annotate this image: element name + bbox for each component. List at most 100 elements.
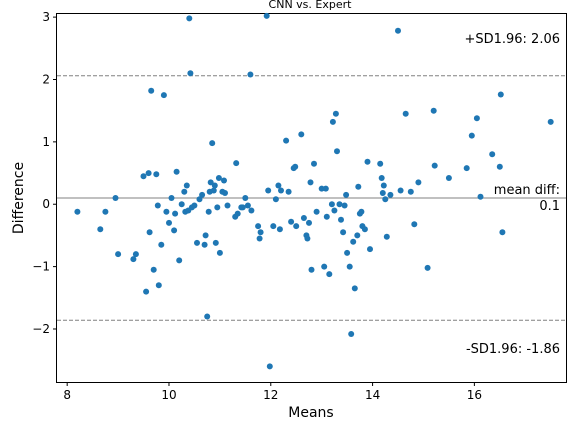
data-point — [171, 227, 178, 234]
data-point — [379, 190, 386, 196]
data-point — [430, 107, 437, 114]
data-point — [285, 188, 292, 195]
data-point — [307, 179, 314, 186]
data-point — [173, 168, 180, 175]
data-point — [221, 177, 227, 184]
x-axis-label: Means — [288, 405, 333, 421]
data-point — [172, 210, 179, 217]
x-tick-label: 14 — [365, 388, 380, 402]
data-point — [321, 263, 328, 270]
data-point — [354, 232, 361, 239]
data-point — [163, 208, 170, 215]
data-point — [212, 239, 219, 246]
mean-diff-value: 0.1 — [539, 199, 560, 214]
y-tick-label: 0 — [42, 197, 50, 211]
data-point — [255, 223, 262, 230]
data-point — [328, 201, 335, 208]
data-point — [194, 239, 200, 246]
data-point — [331, 207, 338, 214]
data-point — [288, 218, 295, 225]
data-point — [247, 71, 254, 78]
data-point — [186, 15, 193, 22]
data-point — [270, 223, 277, 230]
data-point — [146, 229, 153, 236]
mean-diff-label: mean diff: — [494, 183, 560, 198]
data-point — [308, 266, 315, 273]
data-point — [209, 140, 216, 147]
data-point — [322, 185, 329, 192]
data-point — [275, 182, 282, 189]
data-point — [358, 208, 365, 215]
data-point — [196, 196, 203, 203]
data-point — [355, 183, 362, 190]
data-point — [278, 187, 284, 194]
data-point — [130, 256, 137, 263]
data-point — [140, 173, 147, 180]
chart-title: CNN vs. Expert — [269, 0, 353, 11]
data-point — [547, 118, 554, 125]
data-point — [207, 179, 214, 186]
data-point — [112, 195, 119, 201]
x-ticks: 8 10 12 14 16 — [63, 382, 482, 402]
data-point — [168, 195, 175, 201]
y-ticks: −2 −1 0 1 2 3 — [32, 10, 57, 336]
data-point — [382, 196, 389, 203]
y-tick-label: 1 — [42, 135, 50, 149]
data-point — [346, 263, 353, 270]
data-point — [311, 160, 317, 167]
data-point — [431, 162, 438, 169]
data-point — [215, 175, 222, 181]
data-point — [477, 193, 484, 200]
data-point — [239, 204, 246, 211]
data-point — [348, 331, 355, 337]
data-point — [143, 288, 150, 295]
data-point — [97, 226, 104, 233]
data-point — [300, 215, 307, 221]
data-point — [145, 170, 152, 177]
data-point — [473, 115, 480, 122]
reference-lines — [57, 75, 566, 321]
data-point — [411, 221, 418, 228]
data-point — [402, 110, 409, 117]
data-point — [153, 171, 160, 178]
data-point — [234, 210, 241, 217]
data-point — [272, 196, 279, 203]
data-point — [378, 175, 385, 181]
data-point — [350, 238, 357, 245]
data-point — [265, 187, 272, 194]
data-point — [298, 131, 305, 138]
data-point — [293, 223, 300, 230]
data-point — [211, 182, 218, 189]
data-point — [266, 363, 273, 370]
data-point — [468, 132, 475, 139]
data-point — [176, 257, 183, 264]
x-tick-label: 8 — [63, 388, 71, 402]
data-point — [387, 191, 394, 198]
data-point — [205, 208, 212, 215]
x-tick-label: 16 — [467, 388, 482, 402]
data-point — [166, 219, 172, 226]
data-point — [340, 229, 347, 236]
data-point — [306, 219, 312, 226]
upper-loa-label: +SD1.96: 2.06 — [464, 32, 560, 47]
data-point — [304, 235, 311, 242]
data-point — [210, 187, 217, 194]
data-point — [329, 118, 336, 125]
data-point — [204, 313, 211, 320]
data-point — [395, 27, 401, 34]
data-point — [326, 271, 333, 278]
data-point — [323, 213, 330, 220]
data-point — [222, 190, 228, 196]
y-tick-label: −1 — [32, 260, 50, 274]
data-point — [292, 163, 299, 170]
data-point — [201, 241, 208, 248]
data-point — [496, 163, 503, 170]
lower-loa-label: -SD1.96: -1.86 — [466, 342, 560, 357]
data-point — [244, 202, 251, 209]
data-point — [191, 202, 198, 209]
plot-frame — [56, 13, 567, 383]
data-point — [256, 235, 263, 242]
data-point — [380, 182, 387, 189]
data-point — [199, 191, 206, 198]
y-tick-label: 2 — [42, 72, 50, 86]
